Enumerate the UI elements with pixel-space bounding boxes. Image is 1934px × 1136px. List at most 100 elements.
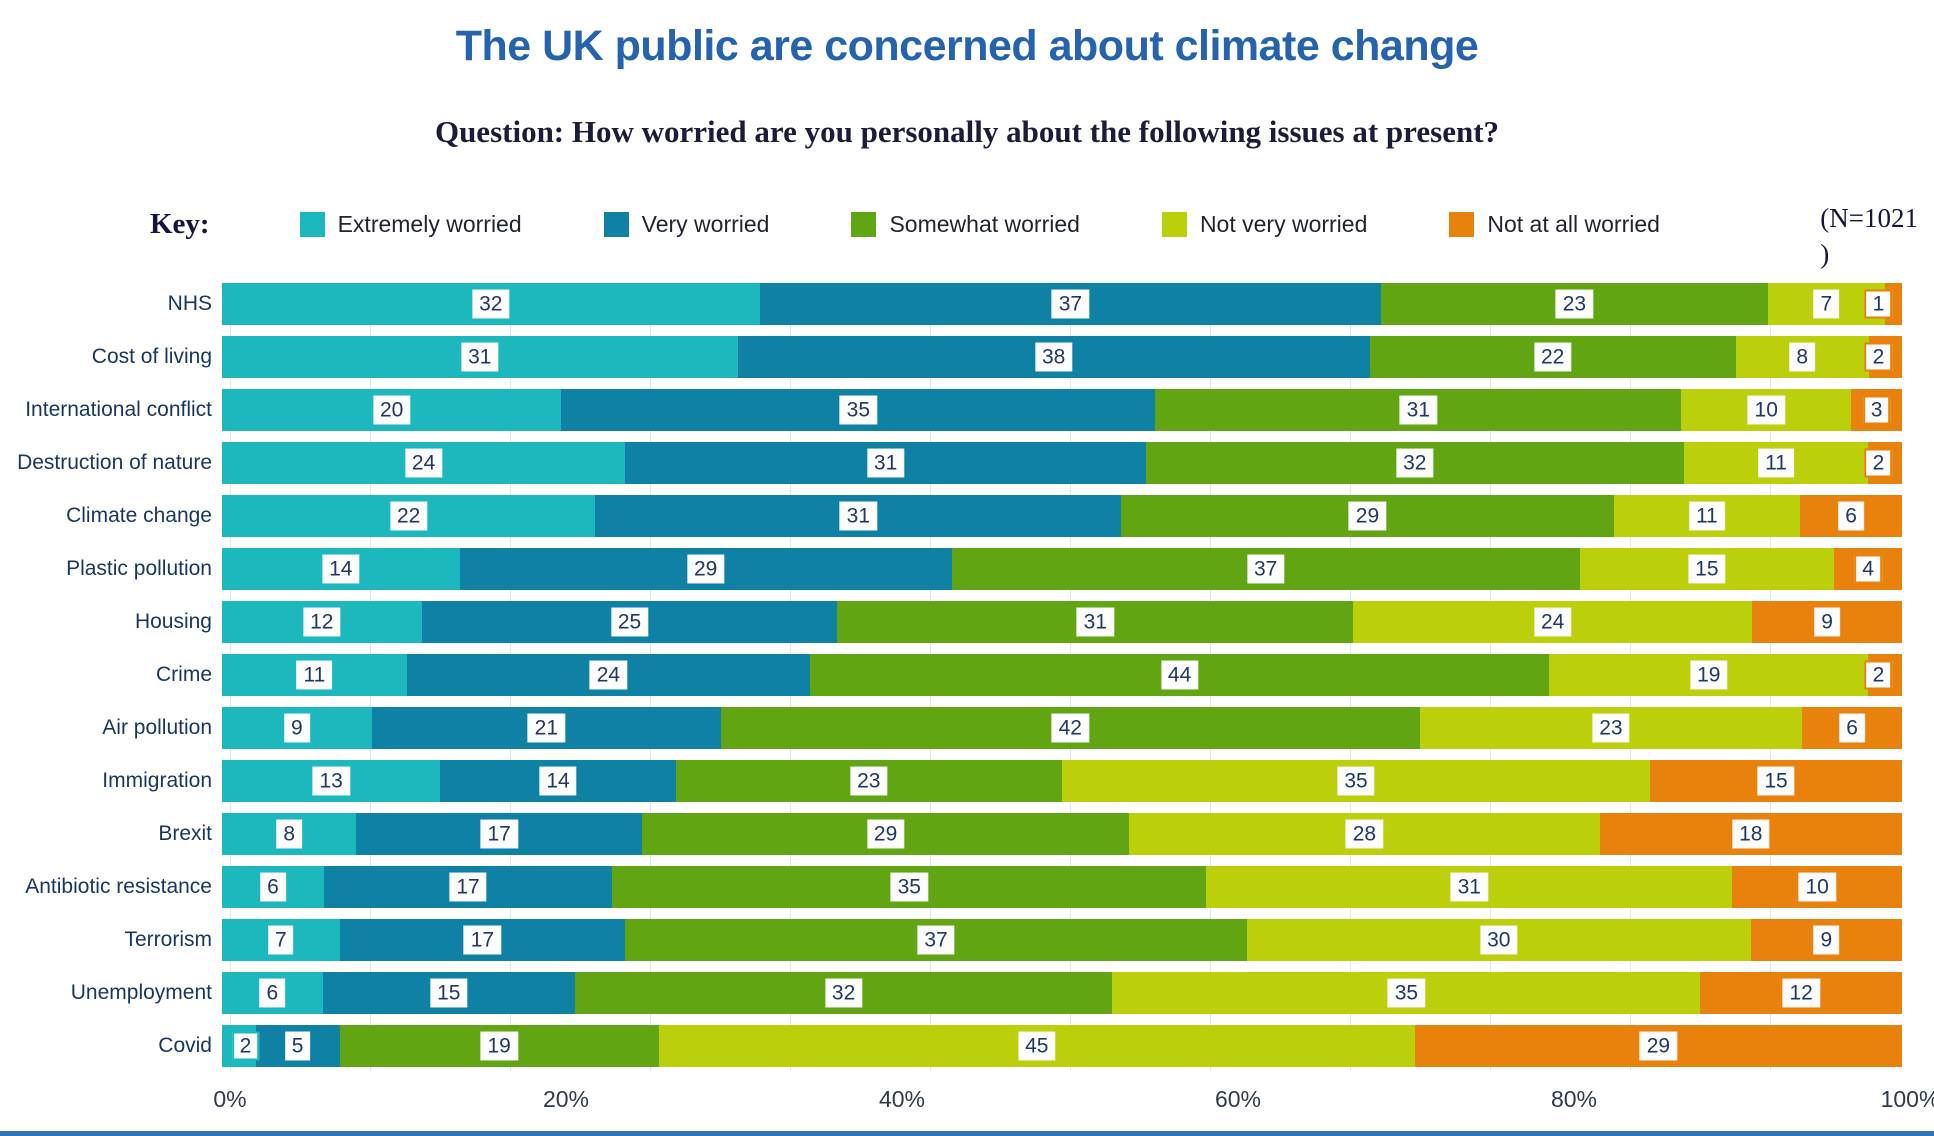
bar-row: Brexit 8 17 29 28 18 [0,813,1934,855]
legend-item-label: Somewhat worried [889,211,1080,237]
category-label: Cost of living [91,345,212,368]
value-label: 11 [296,660,333,690]
sample-size-line1: (N=1021 [1820,203,1918,233]
legend-swatch-icon [1449,212,1475,237]
value-label: 20 [373,395,411,425]
bar-immigration: 13 14 23 35 15 [222,760,1902,802]
bar-row: Covid 2 5 19 45 29 [0,1025,1934,1067]
bar-crime: 11 24 44 19 2 [222,654,1902,696]
value-label: 3 [1862,395,1891,425]
legend-item-3: Somewhat worried [851,211,1080,238]
value-label: 25 [610,607,649,637]
value-label: 32 [824,978,863,1008]
value-label: 45 [1018,1031,1056,1061]
bar-air-pollution: 9 21 42 23 6 [222,707,1902,749]
value-label: 21 [527,713,566,743]
value-label: 15 [430,978,468,1008]
value-label: 12 [1782,978,1820,1008]
value-label: 6 [1839,713,1865,743]
category-label: Immigration [102,769,212,792]
chart-legend: Key: Extremely worried Very worried Somewh… [150,208,1660,241]
value-label: 8 [1789,342,1816,372]
x-axis-tick-label: 60% [1214,1086,1262,1112]
value-label: 31 [1076,607,1114,637]
value-label: 22 [389,501,428,531]
value-label: 24 [404,448,443,478]
bar-row: International conflict 20 35 31 10 3 [0,389,1934,431]
bar-climate-change: 22 31 29 11 6 [222,495,1902,537]
value-label: 9 [1813,925,1840,955]
value-label: 12 [303,607,341,637]
legend-key-label: Key: [150,208,210,240]
value-label: 7 [267,925,294,955]
legend-item-5: Not at all worried [1449,211,1660,238]
value-label: 9 [284,713,310,743]
category-label: Plastic pollution [66,557,212,580]
category-label: Air pollution [102,716,212,739]
value-label: 2 [1864,448,1893,478]
bar-destruction-of-nature: 24 31 32 11 2 [222,442,1902,484]
value-label: 11 [1758,448,1794,478]
value-label: 42 [1051,713,1089,743]
value-label: 28 [1345,819,1384,849]
category-label: Climate change [66,504,212,527]
sample-size-line2: ) [1820,239,1830,269]
value-label: 29 [686,554,725,584]
value-label: 1 [1864,289,1893,319]
value-label: 4 [1854,554,1882,584]
legend-item-2: Very worried [603,211,770,238]
value-label: 35 [890,872,928,902]
value-label: 31 [866,448,905,478]
value-label: 19 [1690,660,1728,690]
value-label: 13 [312,766,350,796]
value-label: 9 [1814,607,1840,637]
value-label: 31 [461,342,499,372]
chart-question-subtitle: Question: How worried are you personally… [434,114,1500,149]
x-axis-tick-label: 80% [1550,1086,1598,1112]
bar-row: Plastic pollution 14 29 37 15 4 [0,548,1934,590]
bar-cost-of-living: 31 38 22 8 2 [222,336,1902,378]
bar-row: Housing 12 25 31 24 9 [0,601,1934,643]
bar-nhs: 32 37 23 7 1 [222,283,1902,325]
value-label: 11 [1688,501,1725,531]
value-label: 17 [449,872,487,902]
value-label: 15 [1757,766,1795,796]
value-label: 8 [276,819,303,849]
value-label: 29 [866,819,905,849]
bar-international-conflict: 20 35 31 10 3 [222,389,1902,431]
value-label: 19 [480,1031,518,1061]
bar-covid: 2 5 19 45 29 [222,1025,1902,1067]
value-label: 6 [260,872,286,902]
legend-item-1: Extremely worried [299,211,522,238]
value-label: 35 [839,395,878,425]
value-label: 15 [1688,554,1726,584]
value-label: 31 [1399,395,1438,425]
legend-item-label: Not at all worried [1487,211,1660,237]
value-label: 14 [322,554,360,584]
legend-item-label: Very worried [641,211,770,237]
bar-unemployment: 6 15 32 35 12 [222,972,1902,1014]
value-label: 17 [480,819,518,849]
value-label: 23 [850,766,888,796]
value-label: 24 [1534,607,1572,637]
category-label: NHS [167,292,212,315]
bar-row: Air pollution 9 21 42 23 6 [0,707,1934,749]
value-label: 18 [1732,819,1770,849]
value-label: 35 [1387,978,1426,1008]
bottom-border-strip [0,1131,1934,1136]
legend-item-4: Not very worried [1161,211,1368,238]
value-label: 29 [1639,1031,1678,1061]
value-label: 31 [1450,872,1488,902]
value-label: 22 [1534,342,1572,372]
value-label: 37 [1051,289,1090,319]
bar-row: NHS 32 37 23 7 1 [0,283,1934,325]
category-label: Destruction of nature [17,451,212,474]
value-label: 29 [1348,501,1387,531]
bar-row: Immigration 13 14 23 35 15 [0,760,1934,802]
legend-item-label: Not very worried [1199,211,1368,237]
value-label: 23 [1555,289,1594,319]
sample-size-note: (N=1021) [1820,200,1918,272]
value-label: 35 [1337,766,1375,796]
x-axis-tick-label: 100% [1880,1086,1934,1112]
bar-row: Cost of living 31 38 22 8 2 [0,336,1934,378]
